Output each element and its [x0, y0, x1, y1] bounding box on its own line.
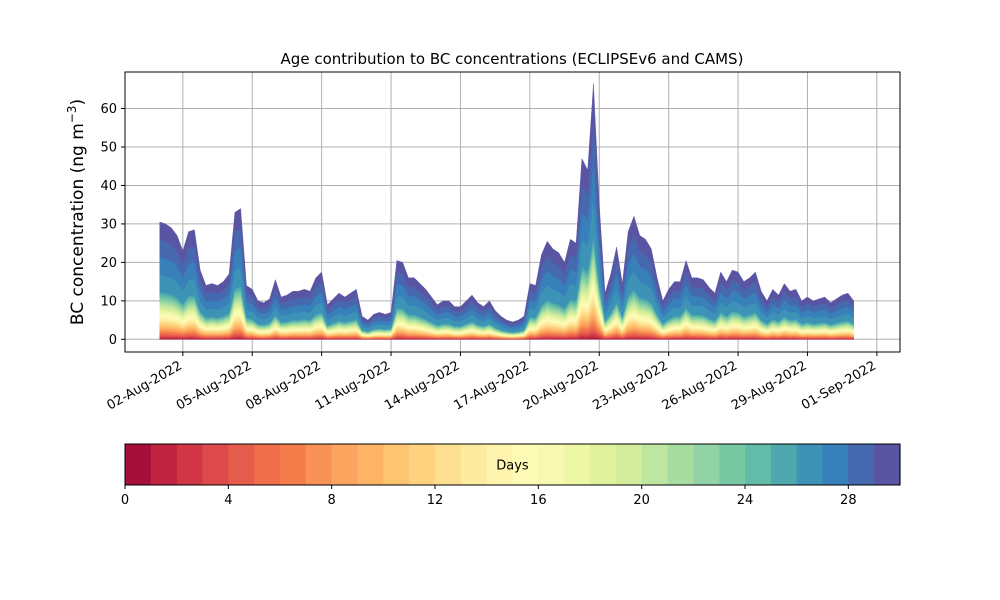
- colorbar-cell-23: [719, 444, 746, 485]
- colorbar-label: Days: [496, 459, 529, 474]
- x-tick-label-8: 26-Aug-2022: [660, 358, 740, 413]
- colorbar-tick-label-0: 0: [121, 493, 129, 508]
- colorbar-tick-label-2: 8: [328, 493, 336, 508]
- x-axis: 02-Aug-202205-Aug-202208-Aug-202211-Aug-…: [104, 352, 879, 414]
- colorbar-tick-label-7: 28: [840, 493, 857, 508]
- colorbar-cell-8: [331, 444, 359, 485]
- colorbar-cell-21: [667, 444, 694, 485]
- x-tick-label-3: 11-Aug-2022: [313, 358, 393, 413]
- colorbar-tick-label-3: 12: [427, 493, 444, 508]
- x-tick-label-6: 20-Aug-2022: [521, 358, 601, 413]
- colorbar-cell-3: [202, 444, 229, 485]
- y-axis: 0 10 20 30 40 50 60: [100, 102, 125, 348]
- x-tick-label-5: 17-Aug-2022: [452, 358, 532, 413]
- plot-frame: [124, 71, 901, 353]
- colorbar-cell-28: [848, 444, 875, 485]
- colorbar-cell-26: [796, 444, 824, 485]
- colorbar-cell-20: [641, 444, 669, 485]
- colorbar-cell-2: [176, 444, 204, 485]
- colorbar-tick-label-5: 20: [633, 493, 650, 508]
- stacked-area-plot: [159, 83, 854, 340]
- colorbar-cell-14: [486, 444, 514, 485]
- x-tick-label-9: 29-Aug-2022: [729, 358, 809, 413]
- age-band-29: [159, 83, 854, 325]
- age-band-28: [159, 121, 854, 328]
- x-tick-label-10: 01-Sep-2022: [799, 358, 879, 413]
- colorbar-cell-0: [125, 444, 152, 485]
- y-axis-label-close: ): [68, 99, 88, 106]
- colorbar-tick-label-6: 24: [737, 493, 754, 508]
- colorbar-cell-16: [538, 444, 565, 485]
- x-tick-label-2: 08-Aug-2022: [243, 358, 323, 413]
- x-tick-label-1: 05-Aug-2022: [174, 358, 254, 413]
- colorbar-cell-18: [590, 444, 617, 485]
- colorbar-cell-6: [280, 444, 307, 485]
- colorbar-cell-17: [564, 444, 591, 485]
- y-tick-label-5: 50: [100, 141, 117, 156]
- colorbar-cell-5: [254, 444, 281, 485]
- y-tick-label-0: 0: [109, 333, 117, 348]
- colorbar-cell-24: [745, 444, 772, 485]
- colorbar-cell-11: [409, 444, 436, 485]
- colorbar-cell-13: [460, 444, 488, 485]
- colorbar-cell-15: [512, 444, 539, 485]
- colorbar-tick-label-1: 4: [224, 493, 232, 508]
- y-tick-label-1: 10: [100, 294, 117, 309]
- colorbar-tick-label-4: 16: [530, 493, 547, 508]
- colorbar-cell-27: [822, 444, 849, 485]
- chart-title: Age contribution to BC concentrations (E…: [281, 50, 744, 68]
- colorbar-cell-29: [874, 444, 901, 485]
- x-tick-label-7: 23-Aug-2022: [590, 358, 670, 413]
- colorbar-cell-7: [305, 444, 333, 485]
- y-axis-label-main: BC concentration (ng m: [68, 123, 88, 325]
- colorbar: 0 4 8 12 16 20 24 28 Days: [121, 443, 901, 508]
- colorbar-cell-22: [693, 444, 720, 485]
- y-tick-label-2: 20: [100, 256, 117, 271]
- colorbar-frame: [124, 443, 901, 486]
- y-tick-label-6: 60: [100, 102, 117, 117]
- colorbar-cell-10: [383, 444, 410, 485]
- colorbar-cell-9: [357, 444, 384, 485]
- colorbar-cell-19: [615, 444, 643, 485]
- x-tick-label-0: 02-Aug-2022: [104, 358, 184, 413]
- y-tick-label-3: 30: [100, 217, 117, 232]
- colorbar-cell-4: [228, 444, 255, 485]
- colorbar-cell-1: [150, 444, 178, 485]
- x-tick-label-4: 14-Aug-2022: [382, 358, 462, 413]
- y-tick-label-4: 40: [100, 179, 117, 194]
- y-axis-label-exponent: −3: [65, 105, 79, 123]
- colorbar-cell-25: [770, 444, 798, 485]
- colorbar-cell-12: [435, 444, 462, 485]
- y-axis-label: BC concentration (ng m−3): [65, 99, 88, 325]
